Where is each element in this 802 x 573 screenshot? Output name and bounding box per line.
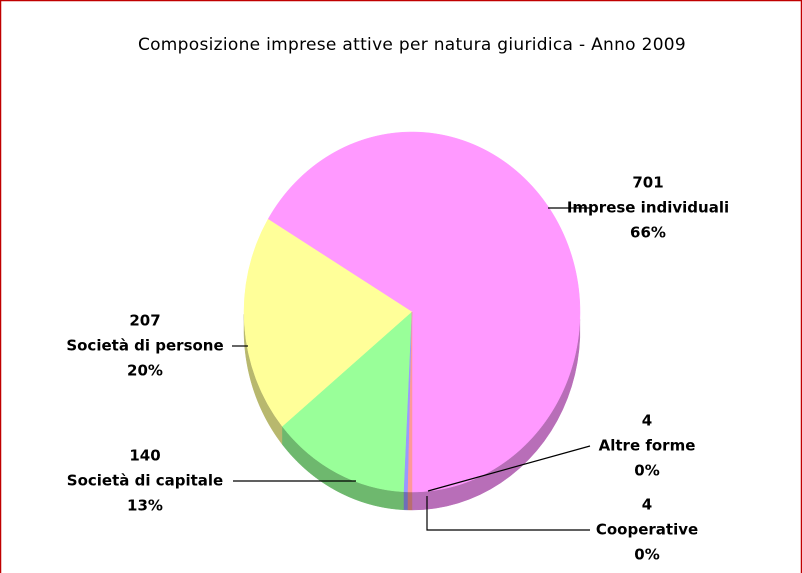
percent-label: 66%: [630, 224, 666, 242]
pie-slice: [243, 218, 413, 427]
value-label: 701: [632, 174, 663, 192]
slice-labels: 701 Imprese individuali 66% 207 Società di p…: [66, 174, 729, 564]
pie-slice: [407, 311, 413, 493]
leader-line: [426, 496, 590, 531]
percent-label: 20%: [127, 362, 163, 380]
chart-title: Composizione imprese attive per natura g…: [138, 35, 686, 55]
pie-slice: [267, 131, 581, 493]
pie-slices: [243, 131, 581, 493]
percent-label: 0%: [634, 462, 659, 480]
percent-label: 13%: [127, 497, 163, 515]
category-label: Società di persone: [66, 337, 223, 355]
category-label: Società di capitale: [67, 472, 223, 490]
pie-side: [403, 491, 409, 511]
pie-side: [407, 491, 413, 511]
category-label: Cooperative: [596, 521, 698, 539]
value-label: 4: [642, 496, 652, 514]
category-label: Imprese individuali: [567, 199, 729, 217]
pie-slice: [282, 311, 413, 493]
value-label: 4: [642, 412, 652, 430]
percent-label: 0%: [634, 546, 659, 564]
value-label: 140: [129, 447, 160, 465]
leader-line: [427, 445, 591, 492]
category-label: Altre forme: [599, 437, 696, 455]
value-label: 207: [129, 312, 160, 330]
